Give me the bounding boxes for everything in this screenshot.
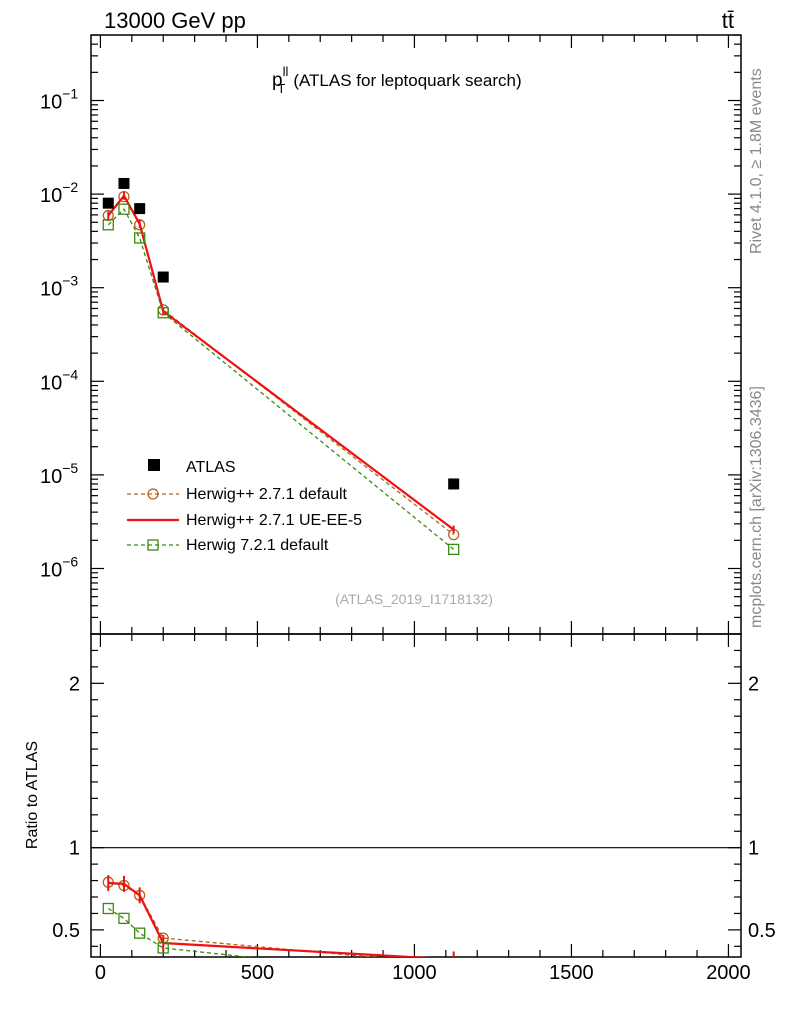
legend-atlas-marker <box>148 459 160 471</box>
point-herwig-7-2-1-default <box>134 232 146 244</box>
ratio-line-herwig-2-7-1-ue-ee-5 <box>108 881 430 957</box>
point-herwig-2-7-1-default <box>134 219 146 231</box>
legend-herwig271-marker <box>147 488 159 500</box>
mcplots-label: mcplots.cern.ch [arXiv:1306.3436] <box>748 386 765 628</box>
ratio-tick-label-right: 2 <box>748 673 759 695</box>
x-tick-label: 1500 <box>549 962 594 984</box>
series-line-herwig-2-7-1-ue-ee-5 <box>107 193 455 531</box>
plot-title: pll T (ATLAS for leptoquark search) <box>272 64 522 96</box>
y-tick-label: 10−4 <box>40 366 78 394</box>
legend-herwig271-label: Herwig++ 2.7.1 default <box>186 486 348 503</box>
ratio-plot-series <box>91 847 741 984</box>
y-tick-label: 10−2 <box>40 179 78 207</box>
y-tick-label: 10−5 <box>40 460 78 488</box>
legend: ATLAS Herwig++ 2.7.1 default Herwig++ 2.… <box>127 459 362 554</box>
ratio-point-herwig-7-2-1-default <box>118 912 130 925</box>
ratio-tick-label-right: 0.5 <box>748 920 776 942</box>
series-line-herwig-2-7-1-default <box>107 195 455 536</box>
process-label: tt̄ <box>722 8 734 33</box>
analysis-id: (ATLAS_2019_I1718132) <box>335 591 493 607</box>
legend-ueee5-label: Herwig++ 2.7.1 UE-EE-5 <box>186 512 362 529</box>
x-tick-label: 2000 <box>706 962 751 984</box>
ratio-tick-label-left: 1 <box>69 838 80 860</box>
atlas-data-point <box>448 478 460 490</box>
atlas-data-point <box>102 197 114 209</box>
ratio-ylabel: Ratio to ATLAS <box>24 741 41 849</box>
y-tick-exponent: −4 <box>62 366 78 382</box>
point-herwig-7-2-1-default <box>448 543 460 556</box>
title-p: p <box>272 70 283 91</box>
y-tick-exponent: −3 <box>62 273 78 289</box>
x-tick-label: 500 <box>241 962 274 984</box>
axis-ticks <box>91 34 741 957</box>
rivet-label: Rivet 4.1.0, ≥ 1.8M events <box>748 68 765 254</box>
y-tick-exponent: −1 <box>62 86 78 102</box>
point-herwig-7-2-1-default <box>157 307 169 319</box>
y-tick-exponent: −6 <box>62 553 78 569</box>
ratio-point-herwig-7-2-1-default <box>134 927 146 939</box>
title-sup: ll <box>283 64 289 79</box>
y-tick-exponent: −5 <box>62 460 78 476</box>
y-tick-label: 10−6 <box>40 553 78 581</box>
x-tick-label: 0 <box>95 962 106 984</box>
legend-herwig721-marker <box>147 539 159 551</box>
ratio-tick-label-right: 1 <box>748 838 759 860</box>
x-tick-label: 1000 <box>392 962 437 984</box>
ratio-point-herwig-2-7-1-default <box>449 959 459 969</box>
ratio-point-herwig-7-2-1-default <box>449 974 459 984</box>
ratio-point-herwig-7-2-1-default <box>157 942 169 954</box>
ratio-tick-label-left: 2 <box>69 673 80 695</box>
energy-label: 13000 GeV pp <box>104 8 246 33</box>
point-herwig-7-2-1-default <box>118 203 130 215</box>
axis-tick-labels: 0 500 1000 1500 2000 10−1 10−2 10−3 10−4 10−5 10−6… <box>40 86 776 984</box>
legend-atlas-label: ATLAS <box>186 459 236 476</box>
point-herwig-7-2-1-default <box>102 219 114 231</box>
main-plot-series <box>102 177 460 556</box>
title-sub: T <box>277 81 285 96</box>
ratio-line-herwig-2-7-1-default <box>108 881 380 957</box>
point-herwig-2-7-1-default <box>118 190 130 203</box>
atlas-data-point <box>118 177 130 189</box>
ratio-plot-frame <box>90 633 742 958</box>
title-rest: (ATLAS for leptoquark search) <box>293 71 521 90</box>
point-herwig-2-7-1-default <box>102 209 114 222</box>
y-tick-exponent: −2 <box>62 179 78 195</box>
y-tick-label: 10−1 <box>40 86 78 114</box>
ratio-point-herwig-7-2-1-default <box>102 902 114 915</box>
ratio-tick-label-left: 0.5 <box>52 920 80 942</box>
atlas-data-point <box>157 271 169 283</box>
legend-herwig721-label: Herwig 7.2.1 default <box>186 537 329 554</box>
atlas-data-point <box>134 203 146 215</box>
y-tick-label: 10−3 <box>40 273 78 301</box>
